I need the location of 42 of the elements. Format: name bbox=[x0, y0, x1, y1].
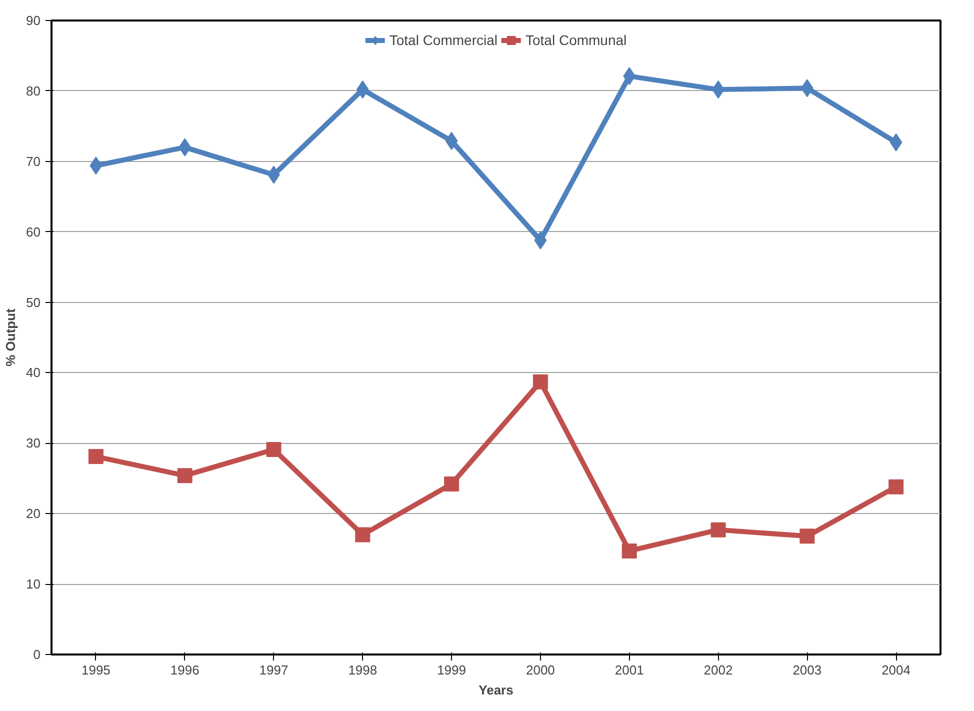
x-axis-title: Years bbox=[478, 682, 514, 698]
x-tick-label: 2001 bbox=[614, 662, 644, 678]
x-tick-label: 2004 bbox=[882, 662, 911, 678]
point bbox=[266, 442, 282, 458]
x-tick-label: 1997 bbox=[259, 662, 288, 678]
x-tick-label: 1999 bbox=[437, 662, 466, 678]
point bbox=[88, 449, 104, 464]
y-axis-title: % Output bbox=[3, 308, 18, 366]
x-tick-label: 1998 bbox=[348, 662, 378, 678]
y-tick-label: 0 bbox=[33, 647, 41, 662]
point bbox=[90, 156, 102, 175]
point bbox=[534, 231, 547, 250]
y-tick-label: 80 bbox=[26, 83, 41, 98]
point bbox=[890, 133, 902, 152]
point bbox=[622, 543, 637, 558]
point bbox=[800, 528, 815, 544]
x-tick-label: 2002 bbox=[704, 662, 733, 678]
point bbox=[532, 374, 548, 390]
point bbox=[356, 80, 369, 99]
x-tick-label: 2000 bbox=[526, 662, 555, 678]
point bbox=[444, 476, 460, 492]
y-tick-label: 70 bbox=[26, 154, 41, 169]
legend-label: Total Commercial bbox=[389, 32, 498, 48]
y-tick-label: 20 bbox=[26, 506, 41, 522]
legend-label: Total Communal bbox=[525, 32, 627, 48]
x-tick-label: 1995 bbox=[81, 662, 110, 678]
point bbox=[888, 479, 904, 494]
y-tick-label: 50 bbox=[26, 294, 41, 310]
point bbox=[178, 138, 192, 156]
point bbox=[800, 79, 814, 98]
x-tick-label: 2003 bbox=[792, 662, 822, 678]
y-tick-label: 60 bbox=[26, 224, 41, 240]
point bbox=[710, 522, 726, 538]
y-tick-label: 40 bbox=[26, 365, 41, 380]
x-tick-label: 1996 bbox=[170, 662, 200, 678]
point bbox=[177, 468, 192, 484]
point bbox=[355, 527, 370, 542]
y-tick-label: 30 bbox=[26, 436, 41, 451]
point bbox=[623, 67, 636, 86]
point bbox=[445, 132, 458, 150]
y-tick-label: 10 bbox=[26, 576, 41, 592]
y-tick-label: 90 bbox=[26, 13, 41, 28]
